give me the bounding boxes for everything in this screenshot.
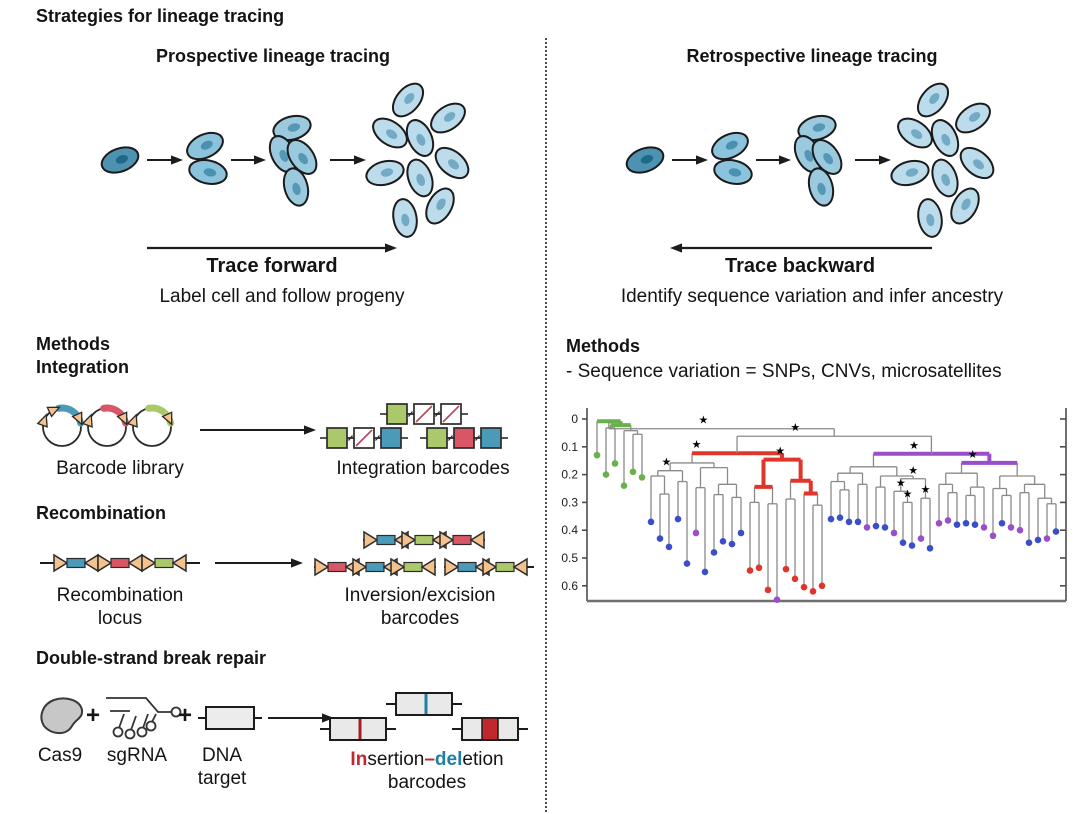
dsb-arrow-icon xyxy=(268,713,334,723)
right-methods-heading: Methods xyxy=(566,336,640,356)
integration-heading: Integration xyxy=(36,357,129,377)
sgrna-label: sgRNA xyxy=(106,745,168,766)
inversion-excision-label: Inversion/excision barcodes xyxy=(344,585,496,630)
plus-sign-2: + xyxy=(178,702,193,729)
cas9-icon xyxy=(40,697,84,735)
svg-text:★: ★ xyxy=(968,449,978,461)
right-cell-growth-icon xyxy=(625,82,995,238)
page-title: Strategies for lineage tracing xyxy=(36,6,285,26)
dendrogram-plot: 00.10.20.30.40.50.6★★★★★★★★★★★ xyxy=(561,408,1067,603)
cas9-label: Cas9 xyxy=(37,745,83,766)
recombination-locus-label: Recombination locus xyxy=(56,585,184,630)
svg-text:0.6: 0.6 xyxy=(561,579,578,593)
barcode-library-icon xyxy=(36,404,175,447)
svg-text:★: ★ xyxy=(908,465,918,477)
trace-backward-label: Trace backward xyxy=(724,255,876,277)
integration-arrow-icon xyxy=(200,425,316,435)
right-methods-line: - Sequence variation = SNPs, CNVs, micro… xyxy=(566,361,1002,382)
svg-text:★: ★ xyxy=(903,488,913,500)
recombination-heading: Recombination xyxy=(36,503,167,523)
left-cell-growth-icon xyxy=(100,82,470,238)
svg-text:★: ★ xyxy=(921,484,931,496)
recombination-arrow-icon xyxy=(215,558,303,568)
plus-sign-1: + xyxy=(86,702,101,729)
indel-label-line2: barcodes xyxy=(387,772,467,794)
dna-target-label: DNA target xyxy=(197,745,247,790)
svg-text:★: ★ xyxy=(909,440,919,452)
trace-forward-arrow-icon xyxy=(147,243,397,253)
panel-divider xyxy=(545,38,547,812)
left-panel-title: Prospective lineage tracing xyxy=(155,46,391,66)
recombination-locus-icon xyxy=(40,553,200,573)
svg-text:★: ★ xyxy=(896,477,906,489)
left-methods-heading: Methods xyxy=(36,334,110,354)
barcode-library-label: Barcode library xyxy=(56,458,184,479)
trace-backward-arrow-icon xyxy=(670,243,932,253)
svg-text:0.3: 0.3 xyxy=(561,495,578,509)
svg-text:0: 0 xyxy=(571,412,578,426)
integration-barcodes-icon xyxy=(320,403,508,449)
svg-text:★: ★ xyxy=(775,446,785,458)
indel-label-line1: Insertion–deletion xyxy=(350,749,504,770)
right-caption: Identify sequence variation and infer an… xyxy=(620,286,1004,307)
svg-text:★: ★ xyxy=(692,439,702,451)
svg-text:★: ★ xyxy=(790,422,800,434)
svg-text:0.2: 0.2 xyxy=(561,468,578,482)
svg-text:0.5: 0.5 xyxy=(561,551,578,565)
svg-text:★: ★ xyxy=(699,415,709,427)
svg-text:0.1: 0.1 xyxy=(561,440,578,454)
svg-text:★: ★ xyxy=(661,457,671,469)
right-panel-title: Retrospective lineage tracing xyxy=(686,46,938,66)
dna-target-icon xyxy=(198,706,262,730)
trace-forward-label: Trace forward xyxy=(206,255,338,277)
indel-barcodes-icon xyxy=(320,692,528,741)
sgrna-icon xyxy=(106,697,182,740)
left-caption: Label cell and follow progeny xyxy=(159,286,405,307)
inversion-excision-icon xyxy=(314,530,534,577)
indel-barcodes-label: Insertion–deletion barcodes xyxy=(327,748,527,794)
dsb-heading: Double-strand break repair xyxy=(36,648,267,668)
svg-text:0.4: 0.4 xyxy=(561,523,578,537)
integration-barcodes-label: Integration barcodes xyxy=(336,458,510,479)
